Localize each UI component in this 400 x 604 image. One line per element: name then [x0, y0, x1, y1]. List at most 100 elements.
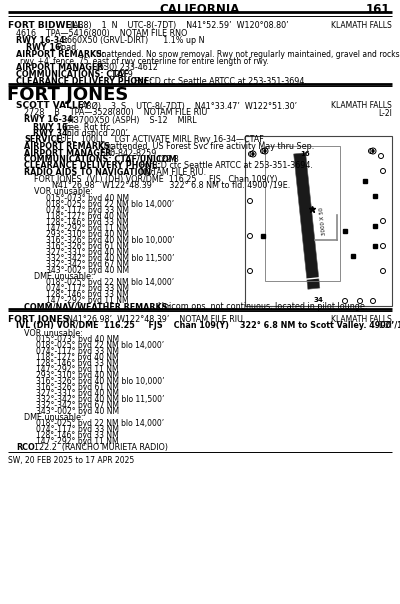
Text: COMMUNICATIONS: CTAF: COMMUNICATIONS: CTAF [16, 70, 129, 79]
Bar [343, 229, 347, 233]
Text: RWY 16-34:: RWY 16-34: [24, 115, 76, 124]
Text: VOR unusable:: VOR unusable: [34, 187, 93, 196]
Bar [265, 146, 340, 281]
Text: 327°-331° byd 40 NM: 327°-331° byd 40 NM [46, 248, 129, 257]
Text: For CD ctc Seattle ARTCC at 253-351-3694.: For CD ctc Seattle ARTCC at 253-351-3694… [140, 161, 313, 170]
Circle shape [252, 153, 254, 155]
Polygon shape [294, 153, 320, 289]
Text: 293°-310° byd 40 NM: 293°-310° byd 40 NM [46, 230, 129, 239]
Text: RWY 34:: RWY 34: [33, 129, 71, 138]
Text: RWY 16:: RWY 16: [26, 43, 64, 52]
Text: Unattended. US Forest Svc fire activity May thru Sep.: Unattended. US Forest Svc fire activity … [100, 142, 314, 151]
Text: COMMUNICATIONS: CTAF/UNICOM: COMMUNICATIONS: CTAF/UNICOM [24, 155, 177, 164]
Text: L-2I: L-2I [378, 109, 392, 118]
Text: 16: 16 [300, 152, 310, 158]
Text: RWY 16:: RWY 16: [33, 123, 71, 132]
Text: 2728    B    TPA—3528(800)    NOTAM FILE RIU: 2728 B TPA—3528(800) NOTAM FILE RIU [24, 109, 207, 118]
Text: 147°-292° byd 11 NM: 147°-292° byd 11 NM [46, 224, 129, 233]
Text: 074°-117° byd 33 NM: 074°-117° byd 33 NM [36, 425, 119, 434]
Text: 332°-342° byd 67 NM: 332°-342° byd 67 NM [46, 260, 129, 269]
Text: Unicom ops. not continuous, located in pilot lounge.: Unicom ops. not continuous, located in p… [158, 302, 367, 311]
Text: AIRPORT MANAGER:: AIRPORT MANAGER: [24, 149, 115, 158]
Text: DME unusable:: DME unusable: [34, 272, 94, 281]
Text: 128°-146° byd 33 NM: 128°-146° byd 33 NM [36, 431, 119, 440]
Text: 015°-073° byd 40 NM: 015°-073° byd 40 NM [36, 335, 119, 344]
Text: VOR unusable:: VOR unusable: [24, 329, 83, 338]
Text: (A3Ø)    3  S    UTC-8(-7DT)    N41°33.47’  W122°51.30’: (A3Ø) 3 S UTC-8(-7DT) N41°33.47’ W122°51… [78, 101, 297, 111]
Bar [373, 224, 377, 228]
Text: CLEARANCE DELIVERY PHONE:: CLEARANCE DELIVERY PHONE: [24, 161, 160, 170]
Text: 074°-117° byd 33 NM: 074°-117° byd 33 NM [46, 284, 129, 293]
Text: For CD ctc Seattle ARTCC at 253-351-3694.: For CD ctc Seattle ARTCC at 253-351-3694… [134, 77, 307, 86]
Text: 34: 34 [314, 297, 324, 303]
Text: CALIFORNIA: CALIFORNIA [160, 3, 240, 16]
Text: 3660X50 (GRVL-DIRT)      1.1% up N: 3660X50 (GRVL-DIRT) 1.1% up N [62, 36, 204, 45]
Text: 122.2  (RANCHO MURIETA RADIO): 122.2 (RANCHO MURIETA RADIO) [34, 443, 168, 452]
Text: 316°-326° byd 40 NM blo 10,000’: 316°-326° byd 40 NM blo 10,000’ [36, 377, 164, 386]
Text: 343°-002° byd 40 NM: 343°-002° byd 40 NM [46, 266, 129, 275]
Text: 343°-002° byd 40 NM: 343°-002° byd 40 NM [36, 407, 119, 416]
Text: 332°-342° byd 67 NM: 332°-342° byd 67 NM [36, 401, 119, 410]
Text: H3700X50 (ASPH)    S-12    MIRL: H3700X50 (ASPH) S-12 MIRL [68, 115, 197, 124]
Text: N41°26.98’  W122°48.39’      322° 6.8 NM to fld. 4900’/19E.: N41°26.98’ W122°48.39’ 322° 6.8 NM to fl… [52, 181, 290, 190]
Text: RADIO AIDS TO NAVIGATION:: RADIO AIDS TO NAVIGATION: [24, 168, 154, 177]
Text: 128°-146° byd 33 NM: 128°-146° byd 33 NM [46, 290, 129, 299]
Text: SW, 20 FEB 2025 to 17 APR 2025: SW, 20 FEB 2025 to 17 APR 2025 [8, 456, 134, 465]
Text: Tree. Rgt tfc.: Tree. Rgt tfc. [62, 123, 113, 132]
Text: 161: 161 [366, 3, 390, 16]
Text: 118°-127° byd 40 NM: 118°-127° byd 40 NM [46, 212, 129, 221]
Text: 147°-292° byd 11 NM: 147°-292° byd 11 NM [46, 296, 129, 305]
Text: 074°-117° byd 33 NM: 074°-117° byd 33 NM [36, 347, 119, 356]
Text: Unattended. No snow removal. Rwy not regularly maintained, gravel and rocks up t: Unattended. No snow removal. Rwy not reg… [96, 50, 400, 59]
Text: 128°-146° byd 33 NM: 128°-146° byd 33 NM [46, 218, 129, 227]
Text: AIRPORT MANAGER:: AIRPORT MANAGER: [16, 63, 107, 72]
Text: 018°-025° byd 22 NM blo 14,000’: 018°-025° byd 22 NM blo 14,000’ [46, 200, 174, 209]
Text: KLAMATH FALLS: KLAMATH FALLS [331, 315, 392, 324]
Text: (530) 233-4612: (530) 233-4612 [96, 63, 158, 72]
Bar [373, 194, 377, 198]
Text: 118°-127° byd 40 NM: 118°-127° byd 40 NM [36, 353, 119, 362]
Text: KLAMATH FALLS: KLAMATH FALLS [331, 101, 392, 111]
Text: 327°-331° byd 40 NM: 327°-331° byd 40 NM [36, 389, 119, 398]
Bar [363, 179, 367, 183]
Text: 122.9: 122.9 [110, 70, 133, 79]
Text: N41°26.98’  W122°48.39’    NOTAM FILE RIU.: N41°26.98’ W122°48.39’ NOTAM FILE RIU. [62, 315, 246, 324]
Bar [373, 244, 377, 248]
Text: CLEARANCE DELIVERY PHONE:: CLEARANCE DELIVERY PHONE: [16, 77, 152, 86]
Text: Thld dsplcd 200’.: Thld dsplcd 200’. [62, 129, 130, 138]
Circle shape [264, 150, 266, 152]
Text: 018°-025° byd 22 NM blo 14,000’: 018°-025° byd 22 NM blo 14,000’ [36, 419, 164, 428]
Text: 122.8: 122.8 [156, 155, 179, 164]
Text: 332°-342° byd 40 NM blo 11,500’: 332°-342° byd 40 NM blo 11,500’ [36, 395, 164, 404]
Text: FORT JONES: FORT JONES [8, 315, 69, 324]
Text: L-2I: L-2I [378, 321, 392, 330]
Text: 530-842-8259: 530-842-8259 [100, 149, 156, 158]
Bar [245, 136, 392, 306]
Text: FORT JONES  (VL) (DH) VOR/DME  116.25     FJS   Chan 109(Y): FORT JONES (VL) (DH) VOR/DME 116.25 FJS … [34, 175, 278, 184]
Text: 015°-073° byd 40 NM: 015°-073° byd 40 NM [46, 194, 129, 203]
Text: SCOTT VALLEY: SCOTT VALLEY [16, 101, 90, 111]
Text: 074°-117° byd 33 NM: 074°-117° byd 33 NM [46, 206, 129, 215]
Text: 3000 X 50: 3000 X 50 [319, 207, 327, 236]
Text: AIRPORT REMARKS:: AIRPORT REMARKS: [24, 142, 113, 151]
Text: 293°-310° byd 40 NM: 293°-310° byd 40 NM [36, 371, 119, 380]
Circle shape [372, 150, 374, 152]
Text: RCO: RCO [16, 443, 35, 452]
Text: 018°-025° byd 22 NM blo 14,000’: 018°-025° byd 22 NM blo 14,000’ [36, 341, 164, 350]
Text: IVL (DH) VOR/DME  116.25     FJS    Chan 109(Y)    322° 6.8 NM to Scott Valley. : IVL (DH) VOR/DME 116.25 FJS Chan 109(Y) … [16, 321, 400, 330]
Text: COMM/NAV/WEATHER REMARKS:: COMM/NAV/WEATHER REMARKS: [24, 302, 171, 311]
Text: KLAMATH FALLS: KLAMATH FALLS [331, 21, 392, 30]
Text: (A38)    1  N    UTC-8(-7DT)    N41°52.59’  W120°08.80’: (A38) 1 N UTC-8(-7DT) N41°52.59’ W120°08… [70, 21, 289, 30]
Text: NOTAM FILE RIU.: NOTAM FILE RIU. [140, 168, 206, 177]
Text: 316°-326° byd 40 NM blo 10,000’: 316°-326° byd 40 NM blo 10,000’ [46, 236, 174, 245]
Text: 147°-292° byd 11 NM: 147°-292° byd 11 NM [36, 437, 119, 446]
Text: 316°-326° byd 61 NM: 316°-326° byd 61 NM [36, 383, 119, 392]
Text: 316°-326° byd 61 NM: 316°-326° byd 61 NM [46, 242, 129, 251]
Text: FUEL  100LL    LGT ACTIVATE MIRL Rwy 16-34—CTAF.: FUEL 100LL LGT ACTIVATE MIRL Rwy 16-34—C… [56, 135, 265, 144]
Text: SERVICE:: SERVICE: [24, 135, 65, 144]
Bar [351, 254, 355, 258]
Text: rwy. +4′ fence, 75′ east of rwy centerline for entire length of rwy.: rwy. +4′ fence, 75′ east of rwy centerli… [20, 57, 269, 65]
Text: DME unusable:: DME unusable: [24, 413, 84, 422]
Text: FORT BIDWELL: FORT BIDWELL [8, 21, 83, 30]
Text: 018°-025° byd 22 NM blo 14,000’: 018°-025° byd 22 NM blo 14,000’ [46, 278, 174, 287]
